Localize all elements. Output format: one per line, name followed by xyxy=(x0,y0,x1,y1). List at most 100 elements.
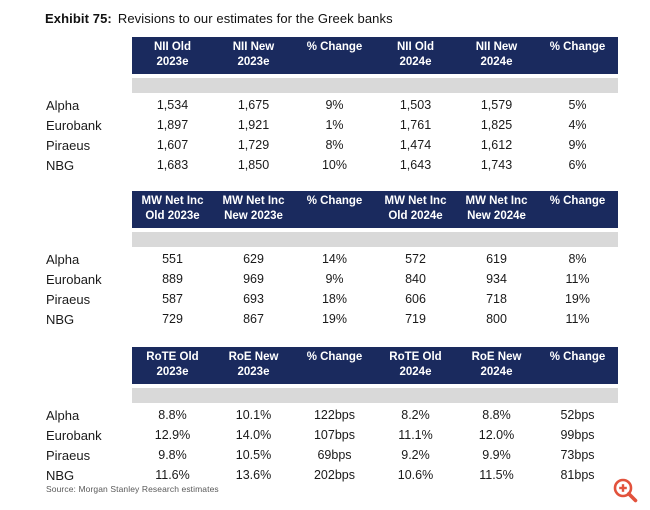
table-row: NBG 1,683 1,850 10% 1,643 1,743 6% xyxy=(46,155,619,175)
table-row: Eurobank 12.9% 14.0% 107bps 11.1% 12.0% 99bps xyxy=(46,425,619,445)
table-row: Piraeus 1,607 1,729 8% 1,474 1,612 9% xyxy=(46,135,619,155)
data-cell: 606 xyxy=(405,292,426,306)
data-cell: 693 xyxy=(243,292,264,306)
table-row: NBG 11.6% 13.6% 202bps 10.6% 11.5% 81bps xyxy=(46,465,619,485)
header-line-2: 2024e xyxy=(399,56,432,68)
data-cell: 969 xyxy=(243,272,264,286)
data-cell: 1,534 xyxy=(156,98,189,112)
table-body: Alpha 8.8% 10.1% 122bps 8.2% 8.8% 52bps Euroban… xyxy=(46,405,619,485)
bank-label: Alpha xyxy=(46,407,80,423)
table-row: Eurobank 889 969 9% 840 934 11% xyxy=(46,269,619,289)
data-cell: 9% xyxy=(325,98,344,112)
data-cell: 1,729 xyxy=(237,138,270,152)
header-line-1: NII Old xyxy=(396,41,435,53)
header-cell: % Change xyxy=(294,37,375,74)
header-line-1: MW Net Inc xyxy=(384,195,447,207)
bank-label: Alpha xyxy=(46,251,80,267)
bank-label: Eurobank xyxy=(46,117,102,133)
exhibit-table-3: RoTE Old 2023e RoE New 2023e % Change RoTE Ol… xyxy=(46,347,619,485)
data-cell: 81bps xyxy=(560,468,595,482)
data-cell: 69bps xyxy=(317,448,352,462)
exhibit-table-2: MW Net Inc Old 2023e MW Net Inc New 2023e % … xyxy=(46,191,619,329)
header-line-1: % Change xyxy=(306,195,363,207)
data-cell: 9% xyxy=(325,272,344,286)
data-cell: 1,683 xyxy=(156,158,189,172)
header-cell: RoTE Old 2024e xyxy=(375,347,456,384)
header-line-1: RoE New xyxy=(471,351,522,363)
header-cell: % Change xyxy=(294,347,375,384)
table-row: Eurobank 1,897 1,921 1% 1,761 1,825 4% xyxy=(46,115,619,135)
data-cell: 99bps xyxy=(560,428,595,442)
table-header-row: NII Old 2023e NII New 2023e % Change NII Old 2… xyxy=(132,37,618,74)
zoom-in-icon[interactable] xyxy=(611,476,641,506)
data-cell: 11.6% xyxy=(155,468,190,482)
data-cell: 719 xyxy=(405,312,426,326)
data-cell: 800 xyxy=(486,312,507,326)
bank-label: NBG xyxy=(46,157,75,173)
header-line-2: 2023e xyxy=(156,56,189,68)
data-cell: 14% xyxy=(321,252,348,266)
header-line-1: MW Net Inc xyxy=(222,195,285,207)
data-cell: 8% xyxy=(568,252,587,266)
exhibit-table-1: NII Old 2023e NII New 2023e % Change NII Old 2… xyxy=(46,37,619,175)
header-cell: NII New 2023e xyxy=(213,37,294,74)
data-cell: 1,612 xyxy=(480,138,513,152)
header-cell: % Change xyxy=(537,347,618,384)
header-cell: RoTE Old 2023e xyxy=(132,347,213,384)
bank-label: NBG xyxy=(46,311,75,327)
data-cell: 9% xyxy=(568,138,587,152)
data-cell: 1,643 xyxy=(399,158,432,172)
header-line-1: % Change xyxy=(306,351,363,363)
header-line-2: 2024e xyxy=(480,56,513,68)
data-cell: 1,675 xyxy=(237,98,270,112)
table-header-row: RoTE Old 2023e RoE New 2023e % Change RoTE Ol… xyxy=(132,347,618,384)
data-cell: 934 xyxy=(486,272,507,286)
data-cell: 11.5% xyxy=(479,468,514,482)
header-line-1: RoTE Old xyxy=(146,351,199,363)
header-cell: % Change xyxy=(537,37,618,74)
data-cell: 5% xyxy=(568,98,587,112)
header-cell: MW Net Inc New 2023e xyxy=(213,191,294,228)
header-line-1: MW Net Inc xyxy=(141,195,204,207)
header-line-2: 2023e xyxy=(237,366,270,378)
data-cell: 1,825 xyxy=(480,118,513,132)
header-line-2: Old 2024e xyxy=(388,210,443,222)
header-line-1: NII New xyxy=(475,41,518,53)
header-line-1: % Change xyxy=(306,41,363,53)
data-cell: 52bps xyxy=(560,408,595,422)
table-row: NBG 729 867 19% 719 800 11% xyxy=(46,309,619,329)
data-cell: 4% xyxy=(568,118,587,132)
table-body: Alpha 551 629 14% 572 619 8% Eurobank 889 969 9% 84… xyxy=(46,249,619,329)
header-cell: RoE New 2023e xyxy=(213,347,294,384)
table-row: Alpha 8.8% 10.1% 122bps 8.2% 8.8% 52bps xyxy=(46,405,619,425)
data-cell: 12.9% xyxy=(154,428,191,442)
data-cell: 10.5% xyxy=(235,448,272,462)
data-cell: 19% xyxy=(321,312,348,326)
subheader-band xyxy=(132,232,618,247)
header-line-1: MW Net Inc xyxy=(465,195,528,207)
data-cell: 202bps xyxy=(313,468,355,482)
header-line-1: RoTE Old xyxy=(389,351,442,363)
table-body: Alpha 1,534 1,675 9% 1,503 1,579 5% Eurobank 1,8… xyxy=(46,95,619,175)
data-cell: 1,503 xyxy=(399,98,432,112)
data-cell: 1,761 xyxy=(399,118,432,132)
data-cell: 8.8% xyxy=(158,408,187,422)
data-cell: 8% xyxy=(325,138,344,152)
bank-label: Eurobank xyxy=(46,271,102,287)
data-cell: 840 xyxy=(405,272,426,286)
header-cell: NII Old 2023e xyxy=(132,37,213,74)
table-row: Piraeus 9.8% 10.5% 69bps 9.2% 9.9% 73bps xyxy=(46,445,619,465)
header-line-2: 2024e xyxy=(399,366,432,378)
data-cell: 729 xyxy=(162,312,183,326)
data-cell: 551 xyxy=(162,252,183,266)
bank-label: Alpha xyxy=(46,97,80,113)
data-cell: 718 xyxy=(486,292,507,306)
header-cell: NII Old 2024e xyxy=(375,37,456,74)
header-line-1: NII New xyxy=(232,41,275,53)
data-cell: 11.1% xyxy=(398,428,433,442)
header-line-1: RoE New xyxy=(228,351,279,363)
data-cell: 9.9% xyxy=(482,448,511,462)
data-cell: 9.8% xyxy=(158,448,187,462)
subheader-band xyxy=(132,78,618,93)
table-row: Piraeus 587 693 18% 606 718 19% xyxy=(46,289,619,309)
